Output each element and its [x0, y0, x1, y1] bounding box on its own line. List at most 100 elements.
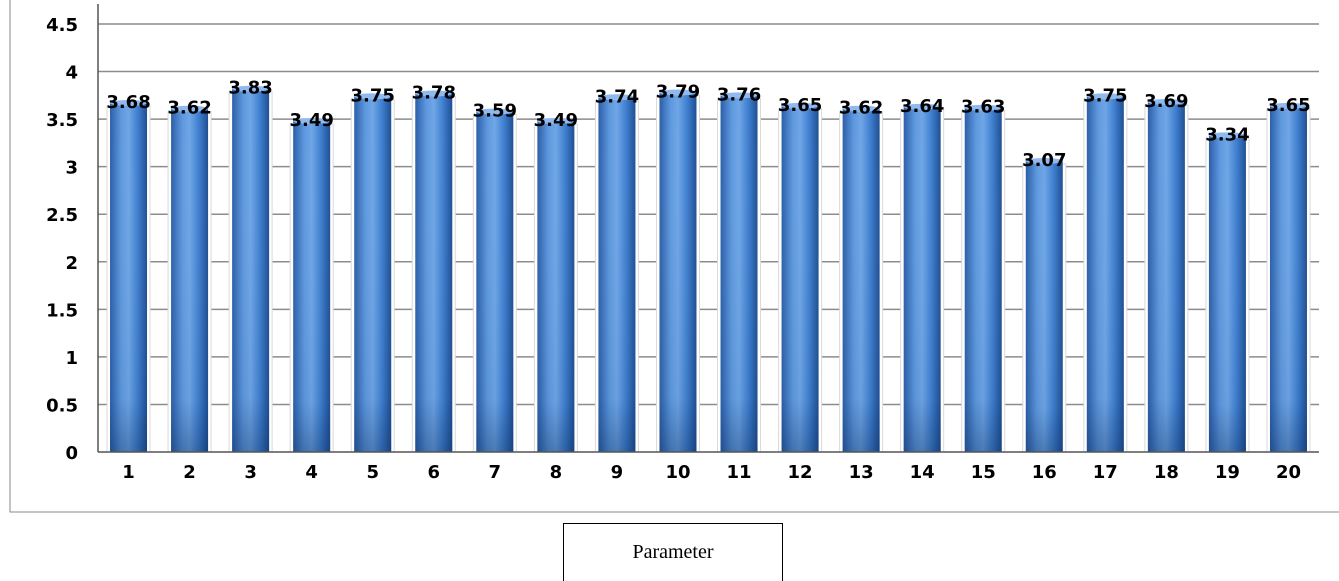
x-tick-label: 6: [428, 462, 441, 483]
x-tick-label: 11: [726, 462, 751, 483]
bar-shade: [720, 94, 758, 452]
x-tick-label: 17: [1093, 462, 1118, 483]
data-label: 3.62: [839, 98, 883, 119]
bar-shade: [1269, 104, 1307, 452]
bar-shade: [354, 95, 392, 452]
bar-cap: [598, 94, 636, 101]
data-label: 3.63: [961, 97, 1005, 118]
data-label: 3.59: [473, 101, 517, 122]
y-tick-label: 1.5: [46, 300, 78, 321]
bar-shade: [964, 106, 1002, 452]
axes: [97, 4, 1319, 453]
y-tick-label: 0.5: [46, 395, 78, 416]
bar-shade: [293, 120, 331, 452]
bar-cap: [476, 108, 514, 115]
x-tick-label: 19: [1215, 462, 1240, 483]
x-tick-label: 10: [665, 462, 690, 483]
bar-cap: [842, 105, 880, 112]
x-tick-label: 14: [910, 462, 935, 483]
x-tick-label: 9: [611, 462, 624, 483]
bar-shade: [1025, 160, 1063, 452]
data-label: 3.75: [1083, 85, 1127, 106]
data-label: 3.76: [717, 84, 761, 105]
x-axis-title-text: Parameter: [632, 541, 714, 563]
data-label: 3.34: [1205, 124, 1249, 145]
data-label: 3.69: [1144, 91, 1188, 112]
bar-cap: [1025, 158, 1063, 165]
bar-shade: [903, 105, 941, 452]
x-tick-label: 4: [305, 462, 318, 483]
bar-cap: [1086, 93, 1124, 100]
y-tick-label: 4: [65, 63, 78, 84]
bar-cap: [659, 89, 697, 96]
x-tick-label: 5: [366, 462, 379, 483]
bar-shade: [415, 92, 453, 452]
data-label: 3.49: [289, 110, 333, 131]
data-label: 3.64: [900, 96, 944, 117]
data-label: 3.49: [534, 110, 578, 131]
x-axis-title: Parameter: [563, 523, 783, 581]
bar-cap: [964, 104, 1002, 111]
x-tick-labels: 1 2 3 4 5 6 7 8 9 10 11 12 13 14 15 16 17 18 19 20: [122, 462, 1301, 483]
bar-shade: [171, 107, 209, 452]
data-label: 3.68: [106, 92, 150, 113]
x-tick-label: 15: [971, 462, 996, 483]
bar-cap: [415, 90, 453, 97]
bar-cap: [537, 118, 575, 125]
bar-cap: [171, 105, 209, 112]
x-tick-label: 2: [183, 462, 196, 483]
y-tick-label: 2.5: [46, 205, 78, 226]
bar-shade: [659, 91, 697, 452]
bar-shade: [1147, 101, 1185, 452]
bar-cap: [232, 85, 270, 92]
bar-shade: [842, 107, 880, 452]
y-tick-label: 3.5: [46, 110, 78, 131]
x-tick-label: 20: [1276, 462, 1301, 483]
y-tick-label: 4.5: [46, 15, 78, 36]
x-tick-label: 3: [244, 462, 257, 483]
data-label: 3.79: [656, 82, 700, 103]
data-labels: 3.68 3.62 3.83 3.49 3.75 3.78 3.59 3.49 3.74 3.79…: [106, 78, 1310, 171]
x-tick-label: 16: [1032, 462, 1057, 483]
y-tick-labels: 0 0.5 1 1.5 2 2.5 3 3.5 4 4.5: [46, 15, 78, 464]
x-tick-label: 13: [849, 462, 874, 483]
bar-cap: [1269, 102, 1307, 109]
bar-shade: [476, 110, 514, 452]
y-tick-label: 2: [65, 253, 78, 274]
data-label: 3.07: [1022, 150, 1066, 171]
data-label: 3.75: [351, 85, 395, 106]
bar-cap: [1208, 132, 1246, 139]
bar-shade: [537, 120, 575, 452]
data-label: 3.62: [167, 98, 211, 119]
x-tick-label: 1: [122, 462, 135, 483]
bar-shade: [232, 87, 270, 453]
chart-frame: [9, 0, 1339, 513]
bar-cap: [781, 102, 819, 109]
bar-shade: [1086, 95, 1124, 452]
bar-cap: [110, 99, 148, 106]
gridlines: [98, 23, 1319, 406]
bar-cap: [293, 118, 331, 125]
bar-cap: [354, 93, 392, 100]
data-label: 3.74: [595, 86, 639, 107]
x-tick-label: 7: [489, 462, 502, 483]
data-label: 3.83: [228, 78, 272, 99]
bar-cap: [720, 92, 758, 99]
data-label: 3.78: [412, 82, 456, 103]
data-label: 3.65: [1266, 95, 1310, 116]
y-tick-label: 3: [65, 158, 78, 179]
x-tick-label: 8: [550, 462, 563, 483]
bar-shade: [110, 101, 148, 452]
bar-cap: [903, 103, 941, 110]
data-label: 3.65: [778, 95, 822, 116]
bars: [106, 85, 1311, 453]
bar-shade: [781, 104, 819, 452]
x-tick-label: 18: [1154, 462, 1179, 483]
bar-shade: [598, 96, 636, 452]
bar-cap: [1147, 99, 1185, 106]
bar-shade: [1208, 134, 1246, 452]
y-tick-label: 1: [65, 348, 78, 369]
y-tick-label: 0: [65, 443, 78, 464]
x-tick-label: 12: [788, 462, 813, 483]
